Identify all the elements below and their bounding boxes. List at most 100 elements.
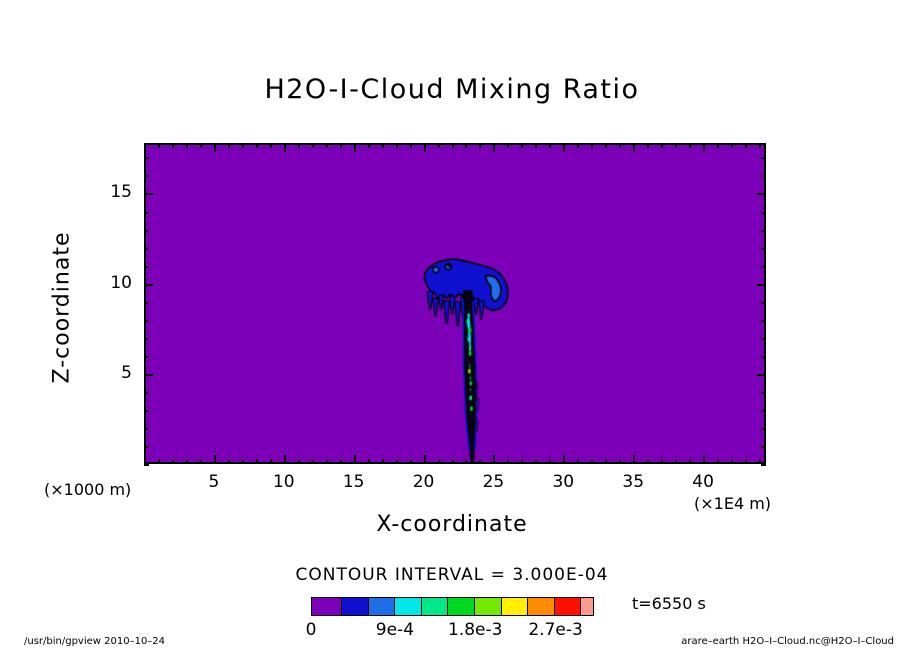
x-tick-top <box>605 143 608 148</box>
page-title: H2O-I-Cloud Mixing Ratio <box>264 74 640 105</box>
y-tick-right <box>761 409 766 412</box>
x-tick-label: 40 <box>692 472 714 492</box>
y-tick-left <box>144 265 149 268</box>
x-tick-bottom <box>507 459 510 464</box>
y-tick-left <box>144 301 149 304</box>
x-tick-bottom <box>577 459 580 464</box>
x-tick-bottom <box>213 455 216 464</box>
colorbar-tick-label: 2.7e-3 <box>528 620 583 640</box>
x-tick-top <box>269 143 272 148</box>
y-tick-left <box>144 427 149 430</box>
y-tick-right <box>761 301 766 304</box>
x-tick-bottom <box>563 455 566 464</box>
x-tick-bottom <box>255 459 258 464</box>
x-tick-label: 5 <box>208 472 220 492</box>
x-tick-top <box>619 143 622 148</box>
y-tick-left <box>144 373 153 376</box>
x-tick-bottom <box>465 459 468 464</box>
x-tick-top <box>633 143 636 152</box>
x-tick-label: 30 <box>552 472 575 492</box>
x-tick-bottom <box>157 459 160 464</box>
x-tick-top <box>437 143 440 148</box>
colorbar-swatch <box>554 598 582 615</box>
colorbar-swatch <box>528 598 555 615</box>
contour-field-canvas <box>146 145 764 462</box>
x-tick-top <box>703 143 706 152</box>
x-tick-bottom <box>283 455 286 464</box>
x-tick-bottom <box>689 459 692 464</box>
x-tick-bottom <box>353 455 356 464</box>
colorbar-swatch <box>395 598 422 615</box>
y-tick-right <box>761 175 766 178</box>
y-tick-right <box>757 373 766 376</box>
x-tick-bottom <box>185 459 188 464</box>
x-tick-bottom <box>647 459 650 464</box>
x-axis-title: X-coordinate <box>376 512 528 537</box>
x-tick-bottom <box>451 459 454 464</box>
y-tick-left <box>144 247 149 250</box>
x-tick-top <box>283 143 286 152</box>
x-tick-bottom <box>605 459 608 464</box>
y-tick-left <box>144 175 149 178</box>
x-tick-bottom <box>325 459 328 464</box>
x-tick-top <box>241 143 244 148</box>
colorbar-swatch <box>475 598 502 615</box>
x-tick-bottom <box>745 459 748 464</box>
x-tick-label: 35 <box>622 472 645 492</box>
y-tick-right <box>761 391 766 394</box>
x-tick-top <box>144 143 146 148</box>
y-tick-left <box>144 157 149 160</box>
x-tick-label: 10 <box>272 472 295 492</box>
x-tick-bottom <box>339 459 342 464</box>
time-annotation: t=6550 s <box>632 594 706 613</box>
x-tick-label: 15 <box>342 472 365 492</box>
x-tick-label: 25 <box>482 472 505 492</box>
y-tick-right <box>761 355 766 358</box>
x-tick-bottom <box>269 459 272 464</box>
x-tick-top <box>171 143 174 148</box>
plot-area <box>144 143 766 464</box>
colorbar-swatch <box>342 598 369 615</box>
x-tick-top <box>675 143 678 148</box>
y-tick-left <box>144 337 149 340</box>
x-tick-label: 20 <box>412 472 435 492</box>
x-tick-top <box>661 143 664 148</box>
x-tick-top <box>521 143 524 148</box>
colorbar-tick-label: 0 <box>305 620 317 640</box>
x-tick-bottom <box>423 455 426 464</box>
x-tick-bottom <box>409 459 412 464</box>
y-tick-left <box>144 391 149 394</box>
y-tick-left <box>144 409 149 412</box>
y-tick-left <box>144 319 149 322</box>
x-tick-bottom <box>759 459 761 464</box>
x-tick-top <box>535 143 538 148</box>
y-tick-left <box>144 464 149 466</box>
x-tick-bottom <box>171 459 174 464</box>
x-tick-top <box>717 143 720 148</box>
y-tick-label: 15 <box>110 182 132 203</box>
y-tick-left <box>144 283 153 286</box>
x-tick-top <box>409 143 412 148</box>
x-tick-top <box>745 143 748 148</box>
x-tick-bottom <box>619 459 622 464</box>
z-axis-unit-label: (×1000 m) <box>44 480 132 499</box>
x-tick-top <box>591 143 594 148</box>
colorbar-swatch <box>581 598 593 615</box>
x-tick-top <box>199 143 202 148</box>
y-tick-right <box>761 265 766 268</box>
x-tick-bottom <box>591 459 594 464</box>
colorbar-tick-label: 9e-4 <box>375 620 415 640</box>
x-tick-top <box>227 143 230 148</box>
x-tick-top <box>353 143 356 152</box>
colorbar-swatch <box>368 598 396 615</box>
x-tick-bottom <box>661 459 664 464</box>
y-tick-right <box>757 283 766 286</box>
colorbar-swatch <box>501 598 529 615</box>
footer-left-text: /usr/bin/gpview 2010–10–24 <box>24 636 166 647</box>
x-tick-bottom <box>437 459 440 464</box>
y-tick-right <box>761 445 766 448</box>
colorbar-tick-label: 1.8e-3 <box>448 620 503 640</box>
x-tick-bottom <box>633 455 636 464</box>
colorbar-swatch <box>448 598 476 615</box>
y-tick-left <box>144 355 149 358</box>
